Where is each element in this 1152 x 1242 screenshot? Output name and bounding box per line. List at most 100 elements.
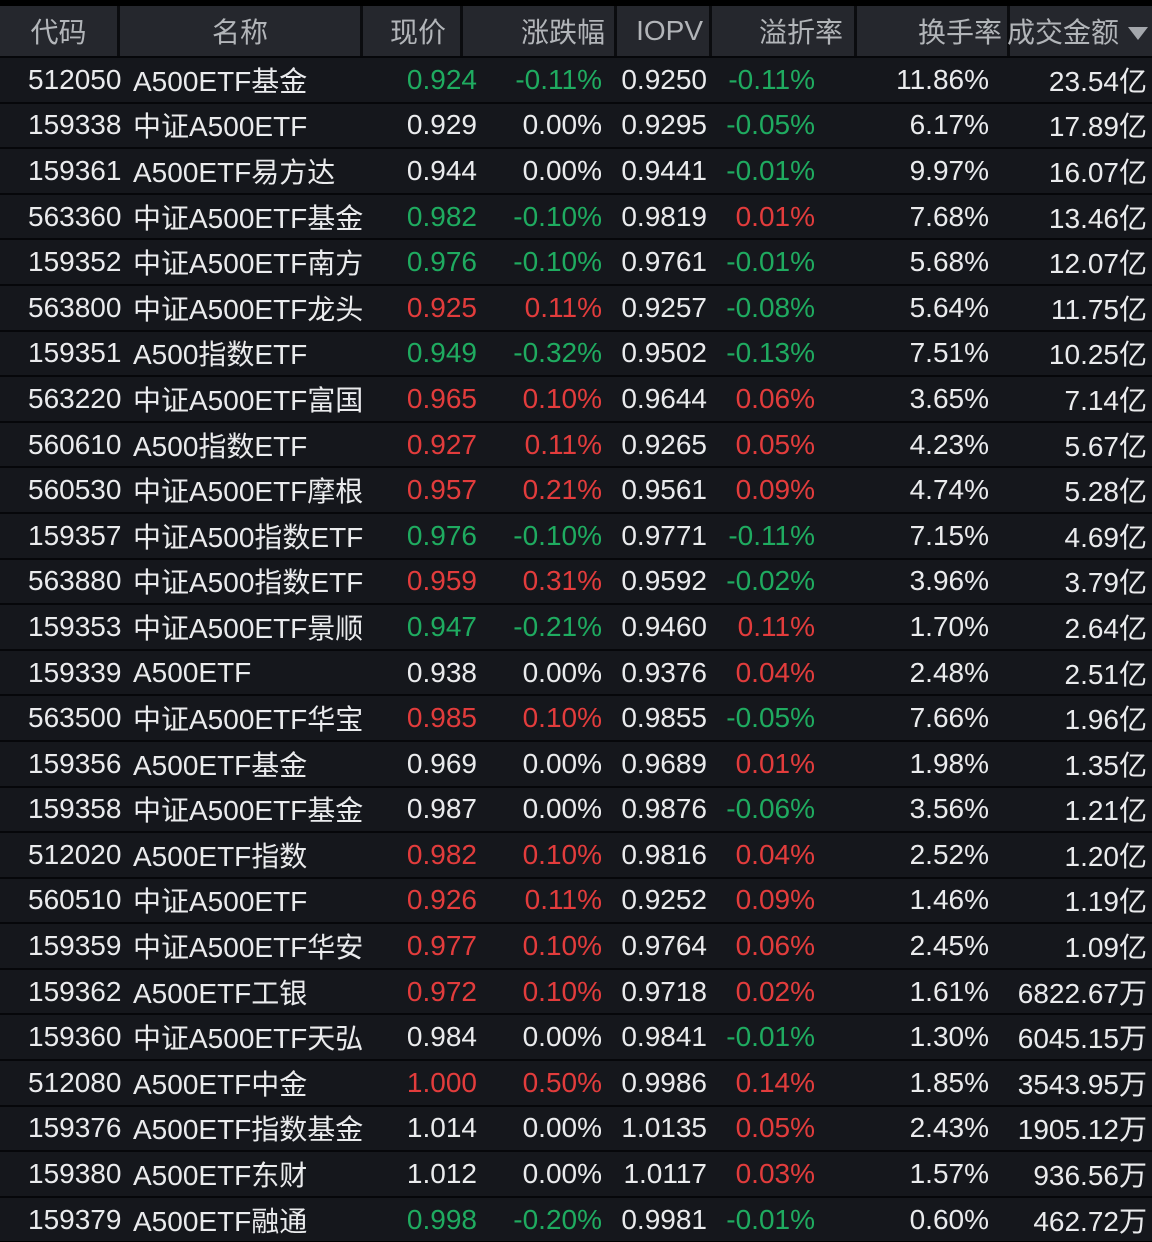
table-row[interactable]: 563220 中证A500ETF富国 0.965 0.10% 0.9644 0.06% 3.… bbox=[0, 375, 1152, 421]
cell-name: 中证A500ETF摩根 bbox=[133, 476, 364, 508]
cell-premium: 0.09% bbox=[735, 474, 815, 506]
table-row[interactable]: 512080 A500ETF中金 1.000 0.50% 0.9986 0.14% 1.85… bbox=[0, 1059, 1152, 1105]
cell-amount: 1.09亿 bbox=[1064, 932, 1148, 964]
column-header-code[interactable]: 代码 bbox=[0, 6, 120, 56]
table-row[interactable]: 159360 中证A500ETF天弘 0.984 0.00% 0.9841 -0.01% 1… bbox=[0, 1013, 1152, 1060]
table-row[interactable]: 159339 A500ETF 0.938 0.00% 0.9376 0.04% 2.48% 2… bbox=[0, 648, 1152, 695]
cell-change: 0.00% bbox=[522, 747, 602, 779]
cell-turnover: 4.74% bbox=[909, 474, 989, 506]
cell-change: 0.50% bbox=[522, 1066, 602, 1098]
cell-name: A500ETF工银 bbox=[133, 977, 308, 1009]
cell-premium: 0.06% bbox=[735, 930, 815, 962]
cell-price: 0.982 bbox=[406, 838, 477, 870]
column-header-price[interactable]: 现价 bbox=[363, 6, 463, 56]
table-row[interactable]: 512020 A500ETF指数 0.982 0.10% 0.9816 0.04% 2.52… bbox=[0, 831, 1152, 877]
cell-turnover: 1.98% bbox=[909, 747, 989, 779]
table-row[interactable]: 159359 中证A500ETF华安 0.977 0.10% 0.9764 0.06% 2.… bbox=[0, 922, 1152, 968]
column-header-label: 涨跌幅 bbox=[520, 17, 605, 48]
table-row[interactable]: 560510 中证A500ETF 0.926 0.11% 0.9252 0.09% 1.46… bbox=[0, 876, 1152, 923]
cell-amount: 11.75亿 bbox=[1051, 293, 1147, 325]
table-row[interactable]: 159356 A500ETF基金 0.969 0.00% 0.9689 0.01% 1.98… bbox=[0, 739, 1152, 786]
column-header-turnover[interactable]: 换手率 bbox=[857, 6, 1010, 56]
cell-name: 中证A500ETF景顺 bbox=[133, 612, 364, 644]
table-row[interactable]: 563500 中证A500ETF华宝 0.985 0.10% 0.9855 -0.05% 7… bbox=[0, 694, 1152, 740]
cell-price: 0.924 bbox=[406, 63, 477, 95]
column-header-change[interactable]: 涨跌幅 bbox=[463, 6, 617, 56]
cell-premium: -0.11% bbox=[728, 63, 815, 95]
table-row[interactable]: 560530 中证A500ETF摩根 0.957 0.21% 0.9561 0.09% 4.… bbox=[0, 466, 1152, 512]
cell-iopv: 0.9252 bbox=[621, 884, 707, 916]
cell-code: 159379 bbox=[28, 1203, 122, 1235]
cell-code: 159361 bbox=[28, 154, 122, 186]
column-header-amount[interactable]: 成交金额 bbox=[1006, 6, 1152, 56]
table-row[interactable]: 159352 中证A500ETF南方 0.976 -0.10% 0.9761 -0.01%… bbox=[0, 238, 1152, 284]
cell-change: 0.31% bbox=[522, 565, 602, 597]
cell-code: 159352 bbox=[28, 246, 122, 278]
cell-code: 159359 bbox=[28, 930, 122, 962]
table-row[interactable]: 563880 中证A500指数ETF 0.959 0.31% 0.9592 -0.02% 3… bbox=[0, 557, 1152, 604]
cell-amount: 1.21亿 bbox=[1064, 795, 1148, 827]
cell-iopv: 0.9718 bbox=[621, 975, 707, 1007]
cell-amount: 1.19亿 bbox=[1064, 886, 1148, 918]
table-row[interactable]: 159380 A500ETF东财 1.012 0.00% 1.0117 0.03% 1.57… bbox=[0, 1150, 1152, 1196]
cell-premium: 0.05% bbox=[735, 428, 815, 460]
cell-change: 0.10% bbox=[522, 930, 602, 962]
column-header-iopv[interactable]: IOPV bbox=[617, 6, 712, 56]
cell-iopv: 0.9771 bbox=[621, 519, 707, 551]
cell-turnover: 4.23% bbox=[909, 428, 989, 460]
cell-iopv: 0.9502 bbox=[621, 337, 707, 369]
table-row[interactable]: 159353 中证A500ETF景顺 0.947 -0.21% 0.9460 0.11% 1… bbox=[0, 603, 1152, 649]
table-row[interactable]: 159376 A500ETF指数基金 1.014 0.00% 1.0135 0.05% 2.… bbox=[0, 1104, 1152, 1151]
cell-amount: 5.28亿 bbox=[1064, 476, 1148, 508]
cell-change: 0.10% bbox=[522, 702, 602, 734]
cell-turnover: 2.43% bbox=[909, 1112, 989, 1144]
table-row[interactable]: 159358 中证A500ETF基金 0.987 0.00% 0.9876 -0.06% 3… bbox=[0, 785, 1152, 832]
cell-premium: 0.04% bbox=[735, 656, 815, 688]
cell-change: 0.00% bbox=[522, 154, 602, 186]
table-row[interactable]: 512050 A500ETF基金 0.924 -0.11% 0.9250 -0.11% 11… bbox=[0, 56, 1152, 102]
cell-code: 159338 bbox=[28, 109, 122, 141]
table-row[interactable]: 563360 中证A500ETF基金 0.982 -0.10% 0.9819 0.01% 7… bbox=[0, 192, 1152, 239]
cell-name: A500ETF融通 bbox=[133, 1205, 308, 1237]
table-row[interactable]: 159351 A500指数ETF 0.949 -0.32% 0.9502 -0.13% 7.… bbox=[0, 329, 1152, 376]
cell-change: -0.21% bbox=[513, 610, 602, 642]
cell-turnover: 5.64% bbox=[909, 291, 989, 323]
column-header-label: IOPV bbox=[636, 15, 703, 46]
cell-iopv: 0.9257 bbox=[621, 291, 707, 323]
cell-name: 中证A500ETF龙头 bbox=[133, 293, 364, 325]
cell-code: 563500 bbox=[28, 702, 122, 734]
cell-name: A500ETF中金 bbox=[133, 1068, 308, 1100]
cell-turnover: 2.45% bbox=[909, 930, 989, 962]
cell-turnover: 1.85% bbox=[909, 1066, 989, 1098]
table-row[interactable]: 560610 A500指数ETF 0.927 0.11% 0.9265 0.05% 4.23… bbox=[0, 420, 1152, 467]
table-row[interactable]: 159362 A500ETF工银 0.972 0.10% 0.9718 0.02% 1.61… bbox=[0, 967, 1152, 1014]
cell-turnover: 7.66% bbox=[909, 702, 989, 734]
cell-code: 563360 bbox=[28, 200, 122, 232]
table-row[interactable]: 159357 中证A500指数ETF 0.976 -0.10% 0.9771 -0.11%… bbox=[0, 511, 1152, 558]
column-header-name[interactable]: 名称 bbox=[120, 6, 363, 56]
cell-price: 0.947 bbox=[406, 610, 477, 642]
cell-name: A500指数ETF bbox=[133, 339, 308, 371]
cell-name: 中证A500ETF华宝 bbox=[133, 704, 364, 736]
cell-price: 1.000 bbox=[406, 1066, 477, 1098]
table-body: 512050 A500ETF基金 0.924 -0.11% 0.9250 -0.11% 11… bbox=[0, 56, 1152, 1242]
table-row[interactable]: 563800 中证A500ETF龙头 0.925 0.11% 0.9257 -0.08% 5… bbox=[0, 283, 1152, 330]
cell-change: 0.21% bbox=[522, 474, 602, 506]
column-header-premium[interactable]: 溢折率 bbox=[712, 6, 857, 56]
table-row[interactable]: 159338 中证A500ETF 0.929 0.00% 0.9295 -0.05% 6.1… bbox=[0, 101, 1152, 148]
cell-turnover: 9.97% bbox=[909, 154, 989, 186]
top-black-strip bbox=[0, 0, 1152, 6]
cell-name: 中证A500ETF bbox=[133, 886, 308, 918]
cell-turnover: 3.65% bbox=[909, 382, 989, 414]
table-row[interactable]: 159379 A500ETF融通 0.998 -0.20% 0.9981 -0.01% 0.… bbox=[0, 1195, 1152, 1242]
column-header-label: 成交金额 bbox=[1006, 17, 1119, 48]
cell-iopv: 0.9876 bbox=[621, 793, 707, 825]
cell-iopv: 0.9561 bbox=[621, 474, 707, 506]
cell-amount: 3.79亿 bbox=[1064, 567, 1148, 599]
cell-turnover: 7.15% bbox=[909, 519, 989, 551]
cell-code: 563880 bbox=[28, 565, 122, 597]
table-row[interactable]: 159361 A500ETF易方达 0.944 0.00% 0.9441 -0.01% 9.… bbox=[0, 147, 1152, 193]
cell-amount: 5.67亿 bbox=[1064, 430, 1148, 462]
cell-premium: -0.05% bbox=[726, 109, 815, 141]
cell-amount: 1905.12万 bbox=[1017, 1114, 1147, 1146]
